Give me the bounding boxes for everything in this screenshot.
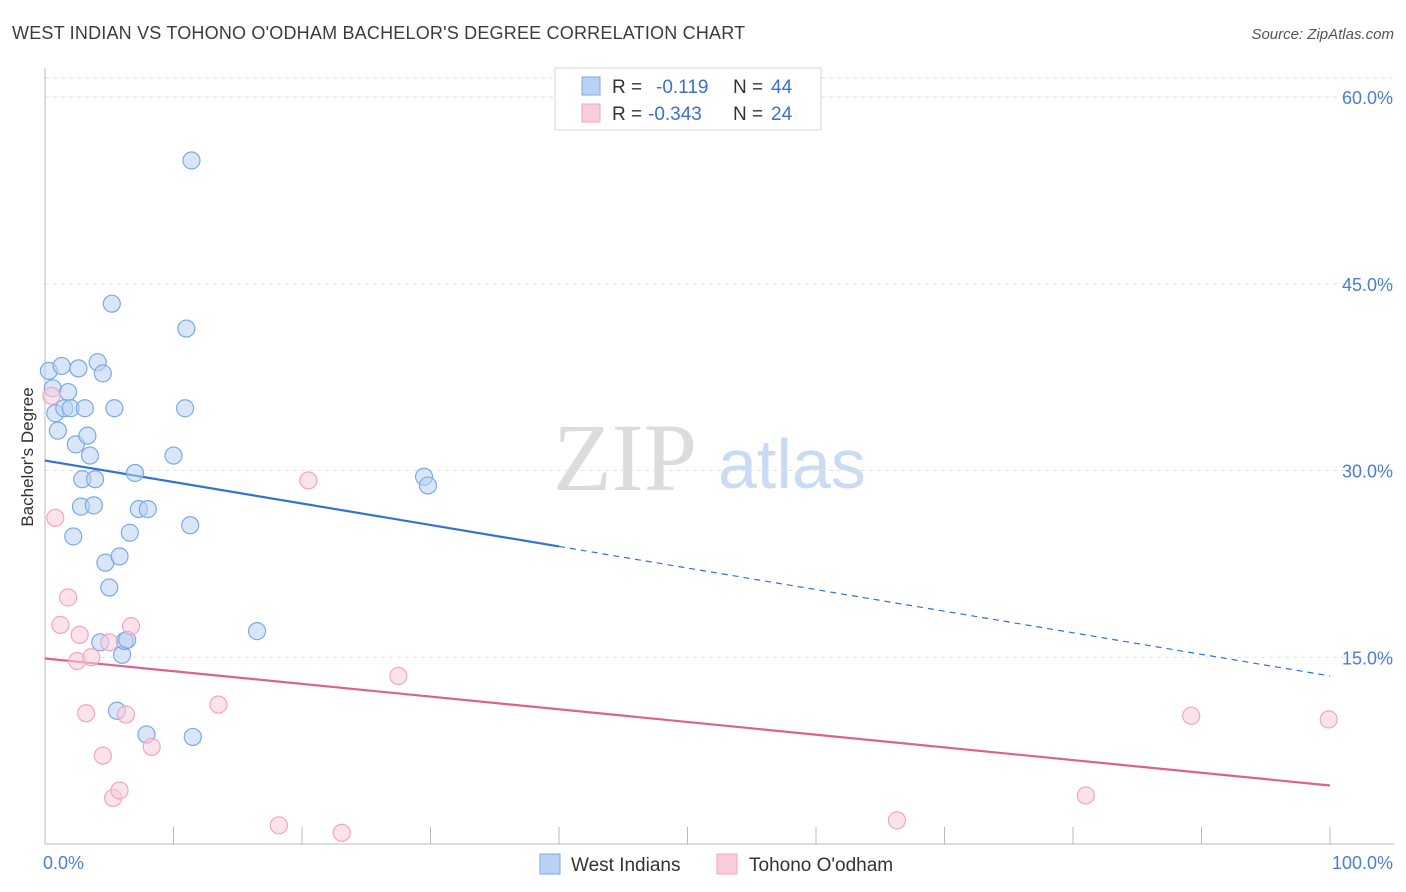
y-tick-label-1: 30.0% [1342, 462, 1393, 482]
point-s0-30 [120, 523, 139, 542]
point-s0-43 [418, 476, 438, 495]
point-s1-6 [77, 704, 96, 723]
point-s0-6 [59, 382, 78, 402]
point-s0-17 [86, 470, 105, 489]
point-s0-4 [52, 356, 71, 376]
point-s1-14 [142, 737, 161, 756]
point-s1-9 [100, 633, 119, 652]
legend-n-label-2: N = [733, 104, 763, 125]
watermark-zip: ZIP [553, 404, 697, 511]
point-s1-20 [887, 811, 907, 830]
point-s1-17 [299, 471, 318, 490]
point-s1-11 [110, 781, 129, 800]
point-s0-36 [183, 727, 202, 747]
point-s1-7 [82, 648, 101, 667]
legend-r-value-1: -0.119 [656, 77, 708, 98]
point-s0-39 [181, 516, 200, 535]
y-tick-label-0: 15.0% [1342, 648, 1393, 668]
point-s0-15 [80, 446, 100, 465]
legend: R = -0.119 N = 44 R = -0.343 N = 24 [554, 67, 822, 131]
data-points [39, 151, 1338, 842]
legend-r-label-1: R = [612, 77, 642, 98]
point-s0-10 [69, 359, 88, 378]
point-s0-35 [164, 446, 183, 465]
y-axis-label: Bachelor's Degree [18, 387, 37, 526]
point-s0-20 [93, 364, 112, 383]
legend-swatch-west-indians [581, 76, 601, 96]
point-s0-41 [247, 622, 267, 641]
point-s0-38 [177, 319, 196, 338]
point-s1-22 [1182, 706, 1201, 725]
point-s0-3 [48, 421, 67, 440]
point-s0-37 [175, 399, 195, 418]
watermark: ZIP atlas [553, 404, 866, 511]
point-s1-2 [51, 615, 70, 634]
point-s0-23 [102, 294, 121, 313]
point-s1-23 [1319, 710, 1338, 729]
bottom-legend-swatch-tohono-oodham [716, 853, 738, 875]
y-tick-label-3: 60.0% [1342, 88, 1393, 108]
point-s1-3 [59, 588, 78, 607]
point-s1-8 [93, 746, 112, 765]
point-s1-21 [1076, 786, 1095, 805]
point-s0-16 [84, 496, 103, 515]
point-s0-8 [64, 527, 83, 546]
point-s0-31 [125, 463, 145, 483]
axes [44, 68, 1394, 845]
chart-title: WEST INDIAN VS TOHONO O'ODHAM BACHELOR'S… [12, 23, 745, 43]
watermark-atlas: atlas [718, 425, 866, 503]
point-s1-19 [389, 666, 408, 686]
point-s1-18 [332, 823, 351, 842]
point-s1-13 [121, 617, 141, 636]
bottom-legend-label-west-indians: West Indians [571, 855, 680, 876]
trend-line-dashed-0 [558, 545, 1331, 677]
legend-n-label-1: N = [733, 77, 763, 98]
point-s1-16 [269, 816, 288, 835]
y-tick-label-2: 45.0% [1342, 275, 1393, 295]
chart-source: Source: ZipAtlas.com [1251, 26, 1394, 43]
bottom-legend-swatch-west-indians [539, 853, 561, 875]
legend-r-value-2: -0.343 [648, 104, 702, 125]
point-s1-5 [70, 625, 89, 644]
point-s1-0 [42, 386, 61, 405]
point-s1-12 [116, 705, 136, 724]
legend-n-value-1: 44 [771, 77, 793, 98]
x-tick-label-1: 100.0% [1332, 853, 1393, 873]
legend-n-value-2: 24 [771, 104, 793, 125]
point-s0-14 [78, 426, 97, 445]
point-s1-1 [46, 508, 65, 527]
trend-line-1 [44, 657, 1331, 787]
legend-swatch-tohono-oodham [581, 103, 601, 123]
grid-lines [45, 77, 1394, 658]
point-s0-24 [105, 399, 124, 418]
legend-r-label-2: R = [612, 104, 642, 125]
point-s0-40 [182, 151, 201, 170]
point-s0-22 [100, 578, 119, 597]
x-tick-label-0: 0.0% [43, 853, 84, 873]
point-s0-26 [110, 547, 129, 566]
point-s1-15 [209, 695, 228, 714]
bottom-legend-label-tohono-oodham: Tohono O'odham [749, 855, 893, 876]
bottom-legend: West Indians Tohono O'odham [539, 853, 893, 876]
tick-labels: 15.0% 30.0% 45.0% 60.0% 0.0% 100.0% [43, 88, 1393, 873]
point-s0-13 [75, 399, 94, 418]
point-s0-34 [138, 499, 157, 519]
